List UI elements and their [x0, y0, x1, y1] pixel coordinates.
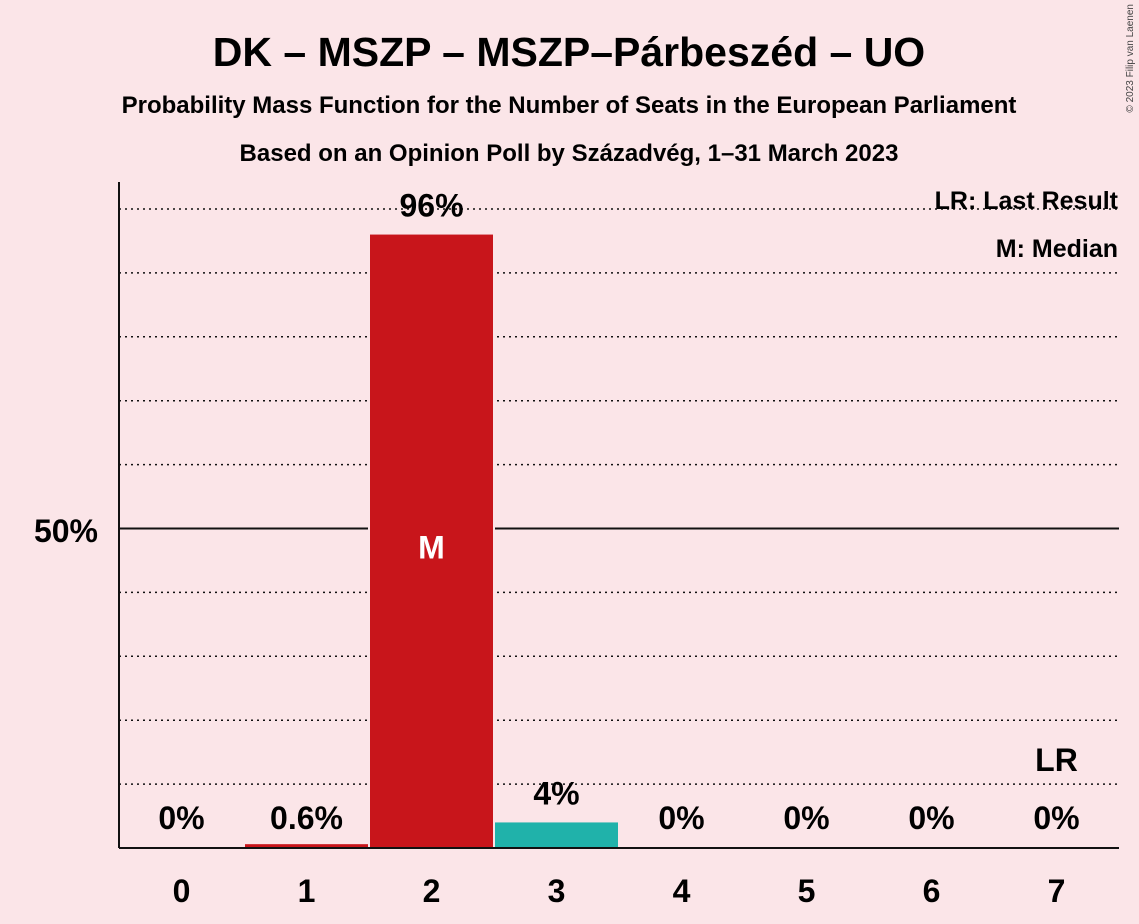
bar-seats-1 [245, 844, 368, 848]
bar-value-label-5: 0% [783, 800, 829, 836]
x-tick-label-6: 6 [923, 873, 941, 909]
bar-value-labels: 0% 0.6% 96% M 4% 0% 0% 0% 0% LR [158, 188, 1079, 836]
bar-seats-3 [495, 822, 618, 848]
x-tick-label-5: 5 [798, 873, 816, 909]
bar-value-label-2: 96% [399, 188, 463, 224]
chart-subtitle: Probability Mass Function for the Number… [122, 92, 1017, 119]
x-tick-label-1: 1 [298, 873, 316, 909]
bar-value-label-0: 0% [158, 800, 204, 836]
bar-value-label-6: 0% [908, 800, 954, 836]
legend-last-result: LR: Last Result [935, 187, 1119, 215]
median-marker: M [418, 530, 445, 566]
bar-value-label-4: 0% [658, 800, 704, 836]
x-tick-label-0: 0 [173, 873, 191, 909]
bar-value-label-3: 4% [533, 775, 579, 811]
x-tick-labels: 0 1 2 3 4 5 6 7 [173, 873, 1066, 909]
bar-value-label-7: 0% [1033, 800, 1079, 836]
copyright-note: © 2023 Filip van Laenen [1125, 4, 1136, 113]
x-tick-label-3: 3 [548, 873, 566, 909]
bar-value-label-1: 0.6% [270, 800, 343, 836]
bars [243, 232, 620, 848]
x-tick-label-4: 4 [673, 873, 691, 909]
y-tick-label-50: 50% [34, 513, 98, 549]
x-tick-label-7: 7 [1048, 873, 1066, 909]
legend-median: M: Median [996, 235, 1118, 263]
bar-seats-2 [370, 234, 493, 848]
chart-source-line: Based on an Opinion Poll by Századvég, 1… [240, 140, 899, 167]
x-tick-label-2: 2 [423, 873, 441, 909]
grid-lines [119, 208, 1119, 785]
last-result-marker: LR [1035, 742, 1078, 778]
chart-title: DK – MSZP – MSZP–Párbeszéd – UO [213, 29, 925, 75]
